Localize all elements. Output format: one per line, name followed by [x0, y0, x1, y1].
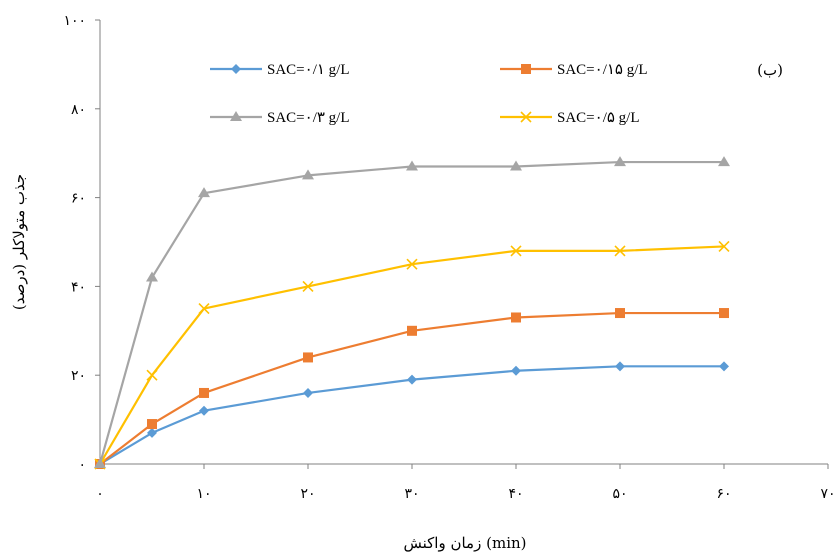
- data-point-diamond: [303, 387, 313, 398]
- x-stroke: [302, 280, 314, 292]
- x-tick-label: ۶۰: [716, 486, 731, 502]
- axes: ۰ ۲۰ ۴۰ ۶۰ ۸۰ ۱۰۰ ۰ ۱۰ ۲۰ ۳۰ ۴۰ ۵۰ ۶۰ ۷۰: [63, 13, 835, 502]
- series-1: [95, 361, 729, 469]
- data-point-x: [520, 111, 532, 123]
- legend-label: SAC=۰/۵ g/L: [557, 110, 640, 126]
- data-point-triangle: [198, 187, 210, 198]
- y-tick-label: ۲۰: [71, 368, 86, 384]
- legend-label: SAC=۰/۳ g/L: [267, 110, 350, 126]
- series-3: [94, 156, 730, 468]
- x-axis-title: زمان واکنش (min): [404, 534, 527, 552]
- legend-item-3: SAC=۰/۳ g/L: [210, 110, 350, 126]
- legend-label: SAC=۰/۱ g/L: [267, 62, 350, 78]
- series-layer: [94, 156, 730, 470]
- data-point-triangle: [510, 160, 522, 171]
- data-point-diamond: [231, 64, 241, 74]
- y-axis-title: جذب متولاکلر (درصد): [10, 174, 28, 310]
- data-point-triangle: [302, 169, 314, 180]
- data-point-triangle: [718, 156, 730, 167]
- data-point-triangle: [94, 458, 106, 468]
- y-tick-label: ۶۰: [71, 191, 86, 207]
- legend-item-2: SAC=۰/۱۵ g/L: [500, 62, 648, 78]
- data-point-triangle: [230, 111, 242, 121]
- x-stroke: [146, 369, 158, 381]
- x-stroke: [718, 240, 730, 253]
- x-tick-label: ۷۰: [820, 486, 835, 502]
- data-point-square: [303, 352, 313, 363]
- y-tick-label: ۴۰: [71, 279, 86, 295]
- x-tick-label: ۳۰: [404, 486, 419, 502]
- data-point-square: [407, 325, 417, 336]
- data-point-diamond: [511, 365, 521, 376]
- data-point-x: [614, 245, 626, 257]
- data-point-diamond: [719, 361, 729, 372]
- x-tick-label: ۲۰: [300, 486, 315, 502]
- x-stroke: [510, 245, 522, 257]
- x-stroke: [406, 258, 418, 270]
- x-stroke: [614, 245, 626, 257]
- y-tick-label: ۸۰: [71, 102, 86, 118]
- x-stroke: [520, 111, 532, 123]
- series-4: [94, 240, 730, 470]
- data-point-x: [406, 258, 418, 270]
- series-2: [95, 308, 729, 469]
- y-tick-label: ۱۰۰: [63, 13, 86, 29]
- data-point-triangle: [146, 271, 158, 282]
- series-line: [99, 311, 724, 465]
- data-point-square: [521, 64, 531, 74]
- data-point-x: [718, 240, 730, 253]
- data-point-x: [302, 280, 314, 292]
- x-tick-label: ۱۰: [196, 486, 211, 502]
- y-tick-label: ۰: [78, 457, 86, 473]
- data-point-square: [199, 387, 209, 398]
- data-point-x: [510, 245, 522, 257]
- x-tick-label: ۵۰: [612, 486, 627, 502]
- x-stroke: [198, 303, 210, 315]
- data-point-square: [147, 419, 157, 430]
- data-point-diamond: [147, 427, 157, 438]
- legend: SAC=۰/۱ g/L SAC=۰/۱۵ g/L SAC=۰/۳ g/L SAC=۰/…: [210, 62, 648, 126]
- x-tick-label: ۰: [96, 486, 104, 502]
- series-line: [98, 160, 724, 465]
- data-point-x: [146, 369, 158, 381]
- data-point-triangle: [614, 156, 626, 167]
- legend-item-1: SAC=۰/۱ g/L: [210, 62, 350, 78]
- data-point-diamond: [199, 405, 209, 416]
- panel-label: (ب): [757, 61, 783, 79]
- legend-label: SAC=۰/۱۵ g/L: [557, 62, 648, 78]
- data-point-square: [719, 308, 729, 319]
- x-tick-label: ۴۰: [508, 486, 523, 502]
- data-point-diamond: [407, 374, 417, 385]
- data-point-diamond: [615, 361, 625, 372]
- data-point-x: [198, 303, 210, 315]
- data-point-triangle: [406, 160, 418, 171]
- data-point-square: [615, 308, 625, 319]
- series-line: [99, 365, 724, 465]
- series-line: [99, 245, 725, 465]
- data-point-square: [511, 312, 521, 323]
- legend-item-4: SAC=۰/۵ g/L: [500, 110, 640, 126]
